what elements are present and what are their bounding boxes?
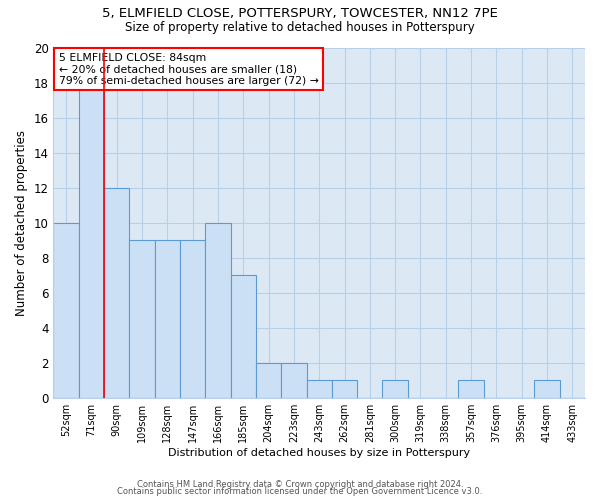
Bar (382, 380, 408, 398)
Bar (79, 65, 104, 398)
Bar (53, 222, 79, 398)
Text: Contains public sector information licensed under the Open Government Licence v3: Contains public sector information licen… (118, 488, 482, 496)
Bar (281, 362, 307, 398)
Bar (180, 240, 205, 398)
Bar (130, 240, 155, 398)
Bar (230, 275, 256, 398)
Bar (104, 188, 130, 398)
Y-axis label: Number of detached properties: Number of detached properties (15, 130, 28, 316)
Bar (535, 380, 560, 398)
Bar (332, 380, 357, 398)
Bar (458, 380, 484, 398)
Bar (307, 380, 332, 398)
Text: Size of property relative to detached houses in Potterspury: Size of property relative to detached ho… (125, 21, 475, 34)
Bar (256, 362, 281, 398)
Text: Contains HM Land Registry data © Crown copyright and database right 2024.: Contains HM Land Registry data © Crown c… (137, 480, 463, 489)
Bar (205, 222, 230, 398)
Text: 5 ELMFIELD CLOSE: 84sqm
← 20% of detached houses are smaller (18)
79% of semi-de: 5 ELMFIELD CLOSE: 84sqm ← 20% of detache… (59, 53, 319, 86)
Text: 5, ELMFIELD CLOSE, POTTERSPURY, TOWCESTER, NN12 7PE: 5, ELMFIELD CLOSE, POTTERSPURY, TOWCESTE… (102, 8, 498, 20)
Bar (155, 240, 180, 398)
X-axis label: Distribution of detached houses by size in Potterspury: Distribution of detached houses by size … (168, 448, 470, 458)
